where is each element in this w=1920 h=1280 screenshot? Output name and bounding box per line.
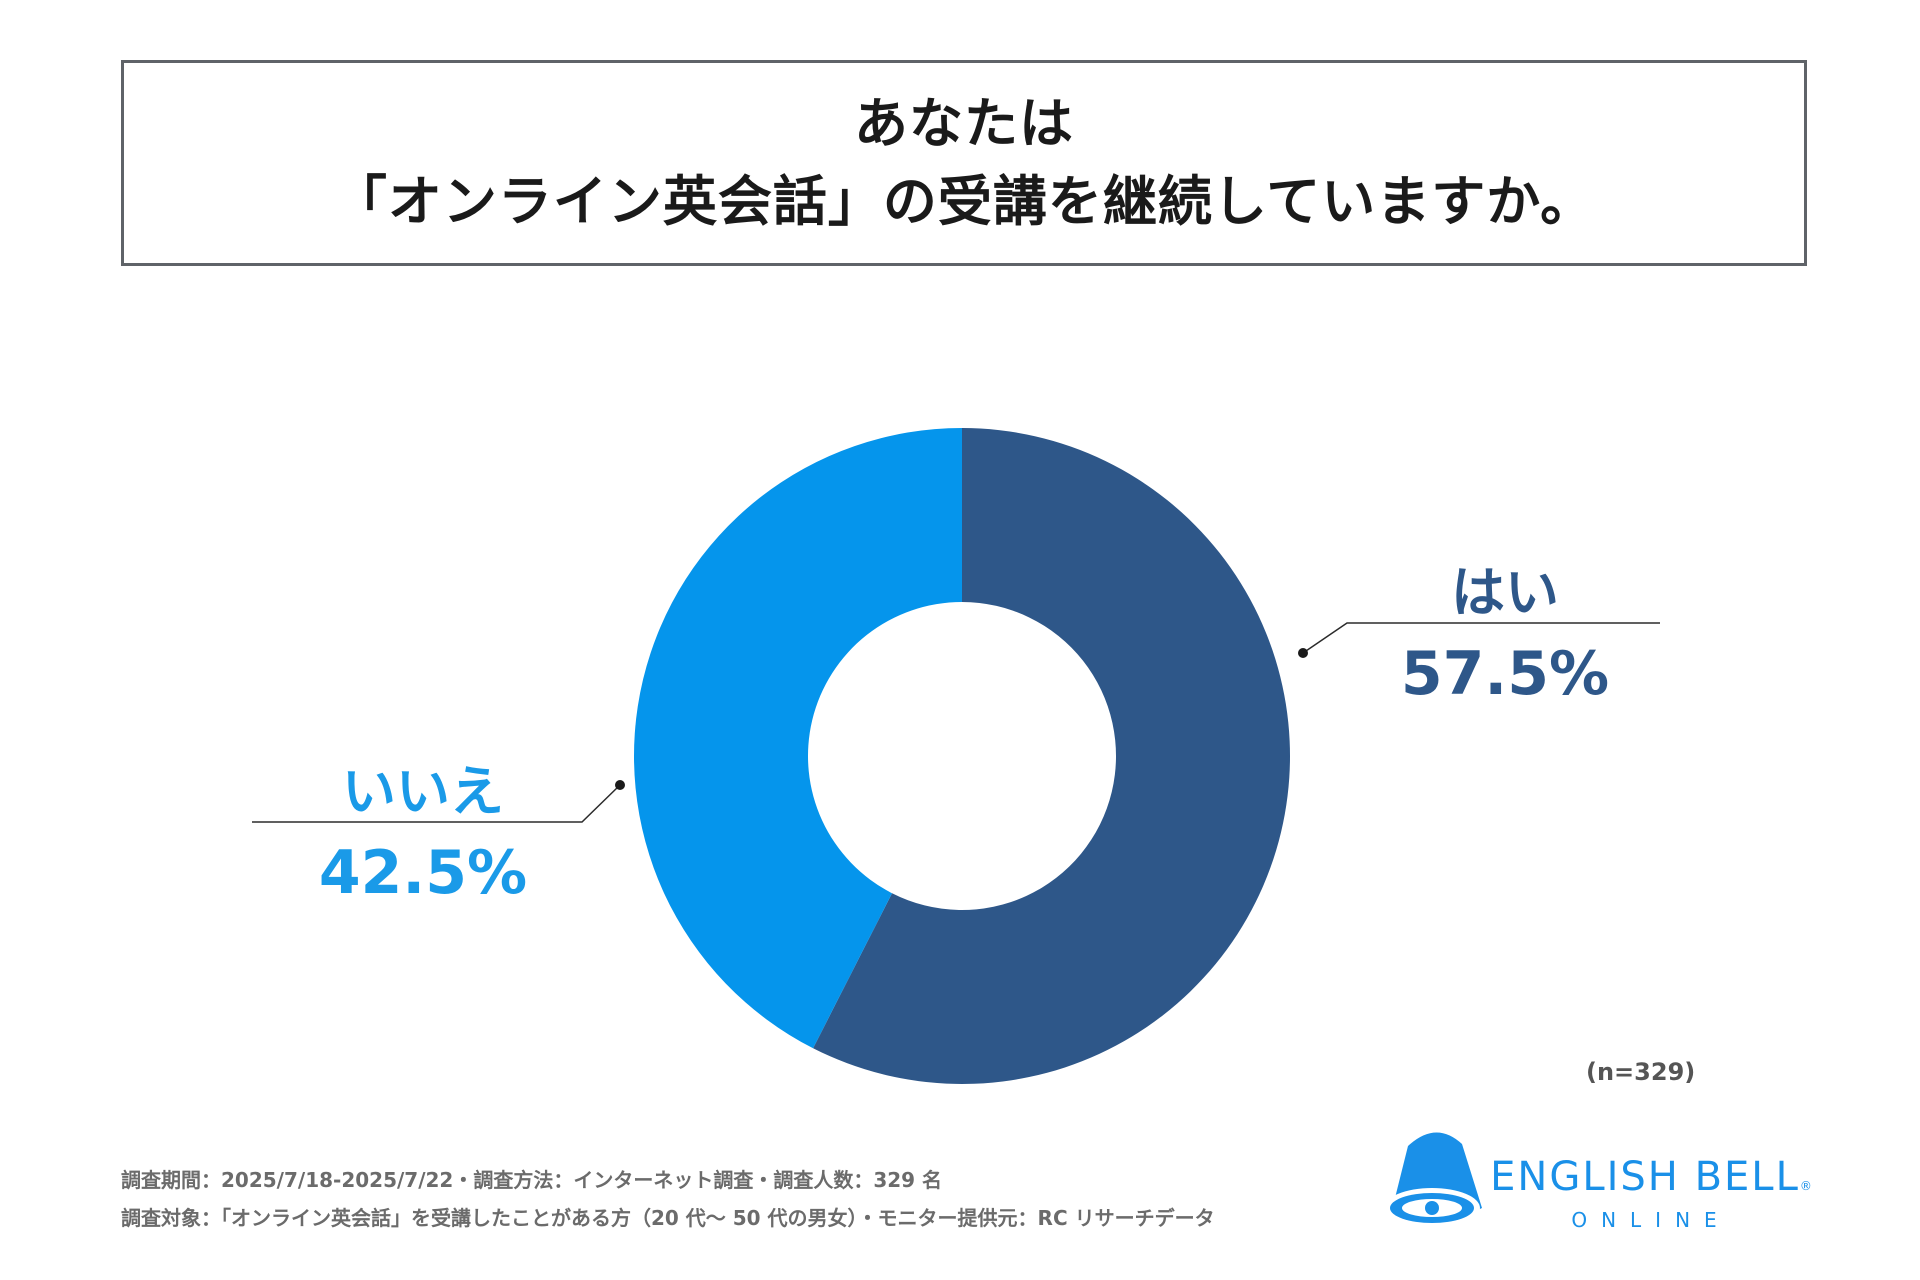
title-line-2: 「オンライン英会話」の受講を継続していますか。	[332, 170, 1596, 233]
footnote-survey-period: 調査期間：2025/7/18-2025/7/22・調査方法：インターネット調査・…	[121, 1168, 943, 1192]
leader-line-1	[252, 784, 621, 823]
sample-size: (n=329)	[1586, 1058, 1696, 1086]
english-bell-logo: ENGLISH BELL® ONLINE	[1378, 1124, 1818, 1244]
leader-dot-0	[1298, 648, 1308, 658]
category-label: はい	[1451, 561, 1559, 624]
title-line-1: あなたは	[854, 92, 1074, 155]
slice-label-yes: はい 57.5%	[1400, 548, 1610, 709]
logo-subtitle: ONLINE	[1571, 1208, 1731, 1232]
leader-line-0	[1302, 622, 1660, 654]
footnote-survey-target: 調査対象：「オンライン英会話」を受講したことがある方（20 代〜 50 代の男女…	[121, 1206, 1215, 1230]
bell-icon	[1384, 1132, 1482, 1228]
value-label: 57.5%	[1400, 639, 1610, 709]
slice-label-no: いいえ 42.5%	[318, 747, 528, 908]
category-label: いいえ	[342, 760, 504, 823]
value-label: 42.5%	[318, 838, 528, 908]
title-box: あなたは 「オンライン英会話」の受講を継続していますか。	[121, 60, 1807, 266]
donut-slice-1	[633, 427, 962, 1049]
logo-name: ENGLISH BELL®	[1490, 1154, 1812, 1200]
leader-dot-1	[615, 780, 625, 790]
donut-slice-0	[813, 428, 1290, 1084]
